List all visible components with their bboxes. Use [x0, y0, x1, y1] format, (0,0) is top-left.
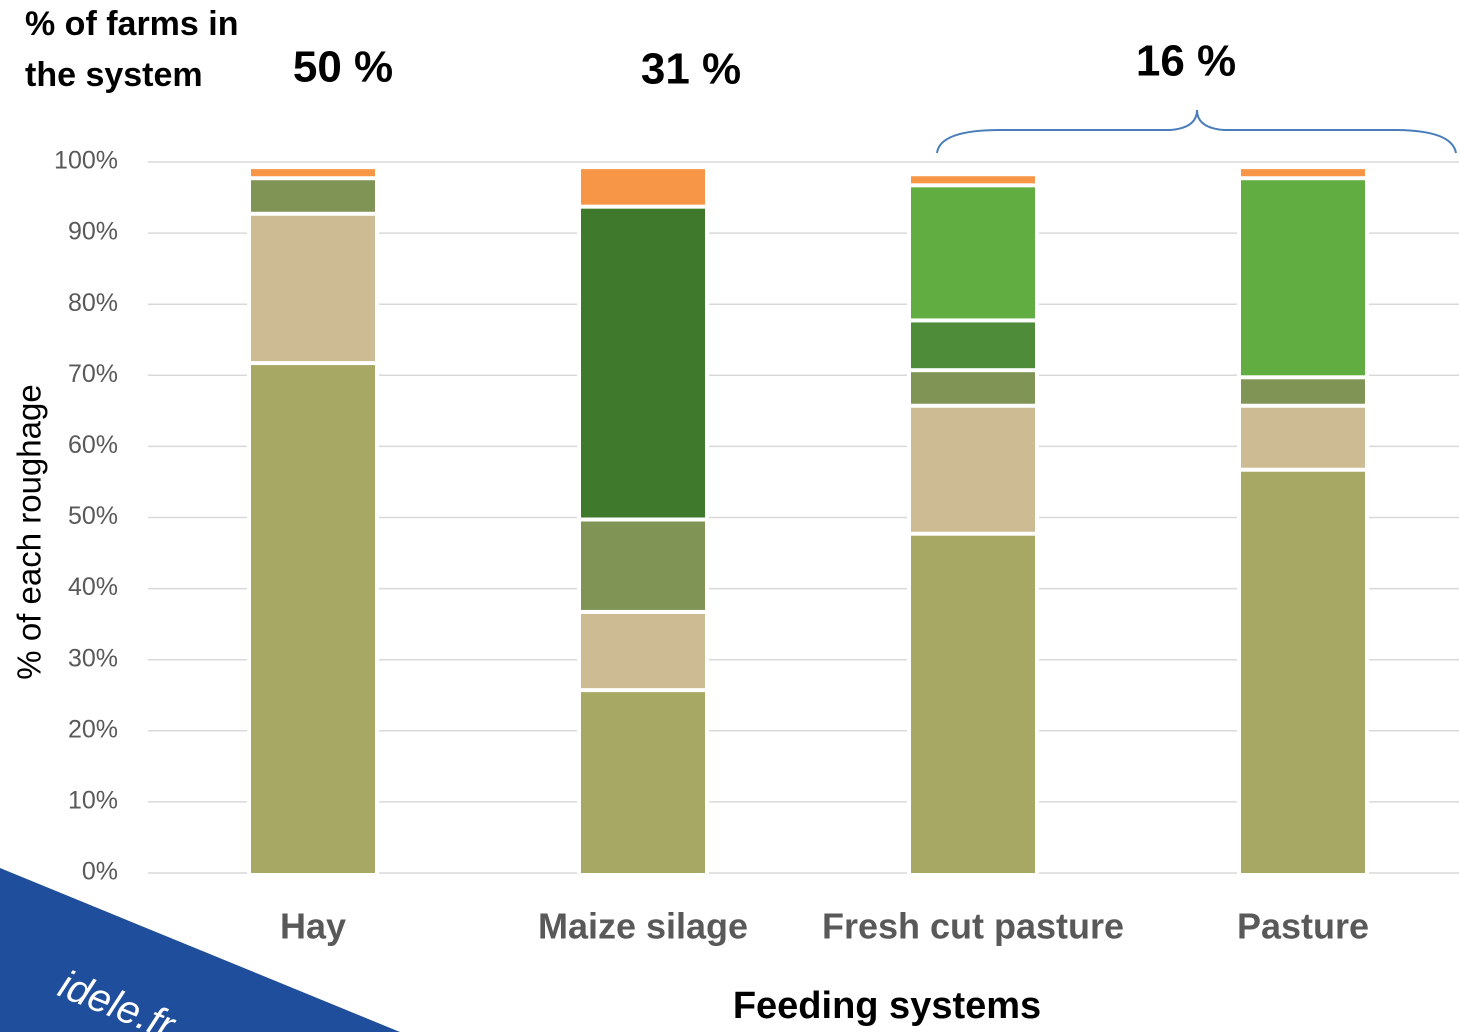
- share-label: % of farms in: [25, 5, 238, 43]
- bar-segment: [911, 183, 1035, 318]
- x-axis-label: Feeding systems: [733, 985, 1041, 1027]
- bar-segment: [1241, 404, 1365, 468]
- y-tick-label: 20%: [68, 715, 118, 743]
- bracket: [937, 110, 1456, 153]
- bar-segment: [251, 212, 375, 361]
- farm-share: 50 %: [293, 43, 393, 92]
- watermark-shape: [0, 868, 400, 1032]
- share-label: the system: [25, 56, 203, 94]
- y-tick-label: 30%: [68, 644, 118, 672]
- bar-segment: [911, 176, 1035, 183]
- y-tick-label: 70%: [68, 360, 118, 388]
- bar-segment: [581, 169, 705, 205]
- bar-segment: [911, 404, 1035, 532]
- watermark-band: idele.fr: [0, 868, 400, 1032]
- bar-segment: [911, 368, 1035, 404]
- bar-segment: [581, 205, 705, 518]
- bar-segment: [251, 361, 375, 873]
- y-tick-label: 50%: [68, 502, 118, 530]
- y-tick-label: 10%: [68, 787, 118, 815]
- bar-segment: [1241, 375, 1365, 403]
- y-tick-label: 90%: [68, 218, 118, 246]
- y-tick-label: 100%: [54, 147, 118, 175]
- x-tick-label: Hay: [280, 906, 346, 947]
- y-tick-label: 40%: [68, 573, 118, 601]
- bar-segment: [581, 610, 705, 688]
- x-tick-label: Maize silage: [538, 906, 748, 947]
- y-tick-label: 0%: [82, 858, 118, 886]
- bar-segment: [1241, 169, 1365, 176]
- bar-segment: [251, 176, 375, 212]
- bar-segment: [251, 169, 375, 176]
- farm-share: 31 %: [641, 45, 741, 94]
- y-tick-label: 80%: [68, 289, 118, 317]
- bar-segment: [581, 518, 705, 610]
- y-tick-label: 60%: [68, 431, 118, 459]
- chart: idele.fr % of farms in the system % of e…: [0, 0, 1459, 1032]
- bar-segment: [911, 318, 1035, 368]
- x-tick-label: Fresh cut pasture: [822, 906, 1124, 947]
- y-axis-label: % of each roughage: [11, 384, 48, 679]
- bar-segment: [1241, 468, 1365, 873]
- bar-segment: [1241, 176, 1365, 375]
- x-tick-label: Pasture: [1237, 906, 1369, 947]
- bar-segment: [911, 532, 1035, 873]
- bar-segment: [581, 688, 705, 873]
- farm-share: 16 %: [1136, 37, 1236, 86]
